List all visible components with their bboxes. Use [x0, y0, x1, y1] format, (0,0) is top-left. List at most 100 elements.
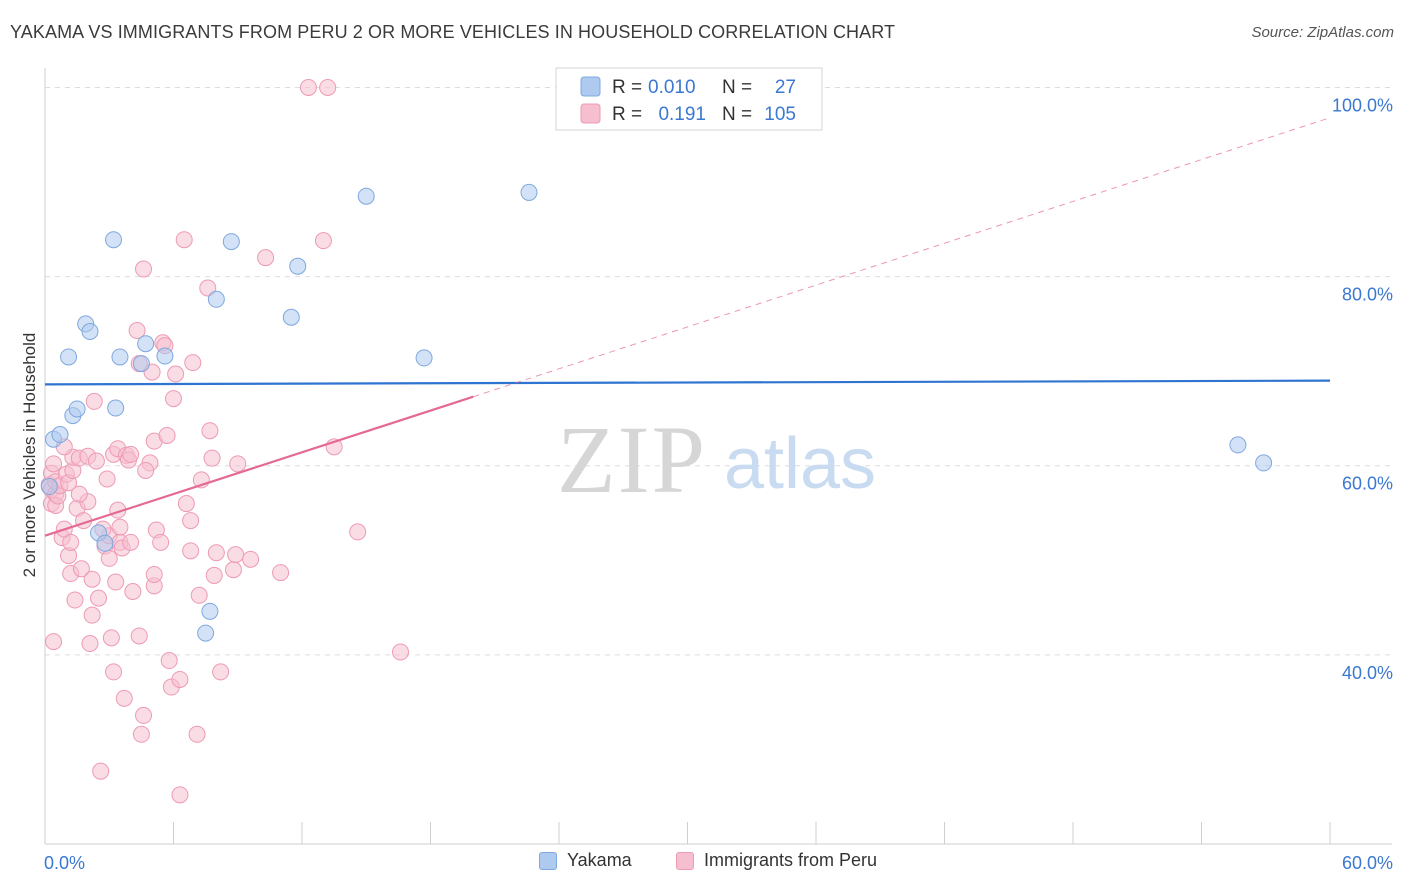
- peru-point: [87, 452, 105, 470]
- peru-point: [171, 786, 189, 804]
- peru-point: [314, 232, 332, 250]
- watermark-atlas: atlas: [724, 424, 876, 504]
- peru-point: [158, 426, 176, 444]
- yakama-point: [1229, 436, 1247, 454]
- series-peru-points: [40, 78, 410, 804]
- gridlines: [45, 86, 1392, 656]
- stats-legend: R = 0.010 N = 27 R = 0.191 N = 105: [555, 67, 823, 131]
- y-tick-label: 40.0%: [1342, 663, 1393, 683]
- legend-r-label: R =: [612, 77, 642, 98]
- peru-point: [107, 573, 125, 591]
- peru-point: [190, 586, 208, 604]
- peru-point: [182, 512, 200, 530]
- peru-point: [171, 670, 189, 688]
- peru-trend-line: [44, 395, 474, 537]
- legend-n-label: N =: [722, 77, 752, 98]
- peru-point: [299, 78, 317, 96]
- peru-point: [272, 564, 290, 582]
- peru-point: [392, 643, 410, 661]
- legend-yakama-swatch: [580, 76, 601, 97]
- peru-point: [165, 390, 182, 408]
- peru-point: [199, 279, 217, 297]
- legend-label-yakama: Yakama: [567, 850, 632, 870]
- peru-point: [207, 544, 225, 562]
- peru-point: [319, 78, 337, 96]
- peru-point: [205, 566, 223, 584]
- peru-point: [135, 706, 153, 724]
- legend-item-yakama[interactable]: Yakama: [539, 850, 632, 871]
- peru-point: [135, 260, 153, 278]
- peru-point: [124, 583, 142, 601]
- source-credit: Source: ZipAtlas.com: [1251, 24, 1394, 41]
- yakama-point: [289, 257, 307, 275]
- peru-point: [90, 589, 108, 607]
- watermark-zip: ZIP: [557, 406, 707, 513]
- yakama-point: [520, 183, 538, 201]
- legend-n-value: 105: [764, 104, 796, 125]
- y-tick-label: 60.0%: [1342, 474, 1393, 494]
- legend-item-peru[interactable]: Immigrants from Peru: [676, 850, 877, 871]
- yakama-point: [156, 347, 174, 365]
- peru-point: [100, 549, 118, 567]
- peru-trend-extension: [473, 117, 1331, 398]
- yakama-point: [96, 534, 114, 552]
- yakama-point: [81, 322, 99, 340]
- yakama-point: [60, 348, 78, 366]
- yakama-point: [357, 187, 375, 205]
- yakama-point: [68, 400, 86, 418]
- peru-point: [229, 455, 247, 473]
- peru-point: [188, 725, 206, 743]
- peru-point: [115, 689, 133, 707]
- peru-point: [130, 627, 148, 645]
- peru-point: [83, 570, 101, 588]
- trend-lines: [44, 117, 1331, 537]
- peru-point: [160, 652, 178, 670]
- peru-point: [177, 495, 195, 513]
- y-tick-label: 100.0%: [1332, 95, 1393, 115]
- yakama-point: [1255, 454, 1273, 472]
- peru-point: [212, 663, 230, 681]
- peru-point: [122, 533, 140, 551]
- peru-swatch: [676, 851, 694, 870]
- peru-point: [242, 550, 260, 568]
- peru-point: [66, 591, 84, 609]
- legend-n-value: 27: [775, 77, 796, 98]
- legend-label-peru: Immigrants from Peru: [704, 850, 878, 870]
- peru-point: [349, 523, 367, 541]
- peru-point: [167, 365, 185, 383]
- peru-point: [70, 485, 88, 503]
- peru-point: [81, 635, 99, 653]
- legend-peru-swatch: [580, 103, 601, 124]
- peru-point: [182, 542, 200, 560]
- peru-point: [128, 321, 146, 339]
- peru-point: [184, 354, 202, 372]
- yakama-trend-line: [44, 379, 1331, 386]
- legend-r-value: 0.010: [648, 77, 696, 98]
- peru-point: [132, 725, 150, 743]
- yakama-point: [282, 308, 300, 326]
- yakama-point: [111, 348, 129, 366]
- peru-point: [137, 461, 155, 479]
- peru-point: [152, 533, 170, 551]
- peru-point: [45, 455, 63, 473]
- x-tick-labels: 0.0% 60.0%: [44, 853, 1393, 873]
- yakama-point: [40, 478, 58, 496]
- peru-point: [227, 546, 245, 564]
- y-tick-label: 80.0%: [1342, 285, 1393, 305]
- x-tick-label: 0.0%: [44, 853, 85, 873]
- yakama-point: [201, 602, 219, 620]
- peru-point: [175, 231, 193, 249]
- peru-point: [145, 565, 163, 583]
- yakama-point: [197, 624, 215, 642]
- yakama-point: [105, 231, 123, 249]
- legend-r-value: 0.191: [658, 104, 706, 125]
- peru-point: [203, 449, 221, 467]
- yakama-point: [415, 349, 433, 367]
- yakama-point: [222, 233, 240, 251]
- legend-n-label: N =: [722, 104, 752, 125]
- peru-point: [72, 560, 90, 578]
- peru-point: [111, 518, 129, 536]
- peru-point: [83, 606, 101, 624]
- series-legend: Yakama Immigrants from Peru: [0, 850, 1406, 880]
- peru-point: [224, 561, 242, 579]
